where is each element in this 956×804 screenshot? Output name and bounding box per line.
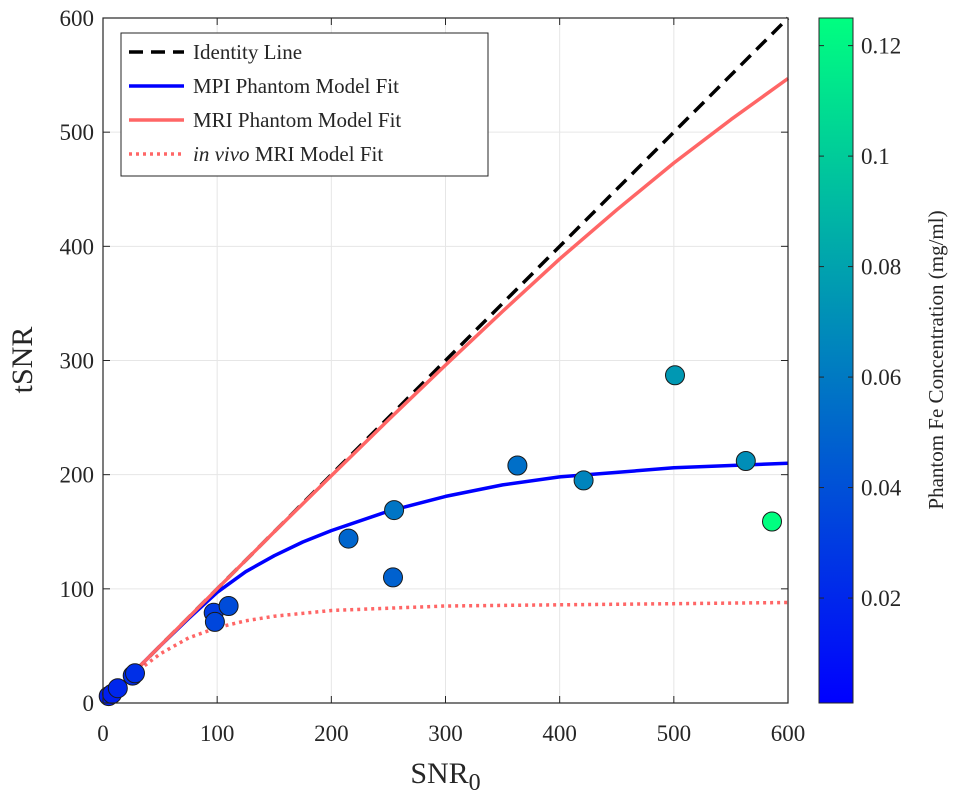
legend-label-italic-prefix: in vivo xyxy=(193,142,250,166)
data-point xyxy=(204,611,225,632)
colorbar-tick-label: 0.1 xyxy=(861,144,890,169)
x-axis-ticks: 0 100 200 300 400 500 600 xyxy=(97,18,805,746)
legend-box xyxy=(120,32,489,177)
x-tick-label: 600 xyxy=(771,721,806,746)
data-point xyxy=(384,500,405,521)
x-tick-label: 200 xyxy=(314,721,349,746)
colorbar-tick-label: 0.02 xyxy=(861,586,901,611)
legend-label-mri: MRI Phantom Model Fit xyxy=(193,108,401,132)
legend-label-rest: MRI Model Fit xyxy=(250,142,384,166)
x-tick-label: 500 xyxy=(657,721,692,746)
colorbar-tick-label: 0.04 xyxy=(861,476,902,501)
legend-label-invivo: in vivo MRI Model Fit xyxy=(193,142,383,166)
legend-label-mpi: MPI Phantom Model Fit xyxy=(193,74,399,98)
legend-label-identity: Identity Line xyxy=(193,40,302,64)
y-tick-label: 500 xyxy=(60,120,95,145)
colorbar-tick-label: 0.12 xyxy=(861,34,901,59)
data-point xyxy=(218,596,239,616)
colorbar-ticks: 0.02 0.04 0.06 0.08 0.1 0.12 xyxy=(819,34,902,611)
y-tick-label: 100 xyxy=(60,577,95,602)
colorbar-tick-label: 0.08 xyxy=(861,255,901,280)
data-point xyxy=(665,365,685,386)
y-tick-label: 200 xyxy=(60,463,95,488)
data-point xyxy=(338,528,359,549)
data-point xyxy=(507,455,528,476)
x-tick-label: 0 xyxy=(97,721,109,746)
data-point xyxy=(383,567,403,588)
data-point xyxy=(125,663,145,684)
mri-fit-line xyxy=(101,77,790,705)
y-tick-label: 0 xyxy=(83,691,95,716)
x-tick-label: 300 xyxy=(428,721,463,746)
colorbar: 0.02 0.04 0.06 0.08 0.1 0.12 Phantom Fe Conce… xyxy=(818,17,948,704)
colorbar-label: Phantom Fe Concentration (mg/ml) xyxy=(924,210,948,509)
data-point xyxy=(107,678,128,699)
data-point xyxy=(735,451,756,471)
fit-curves xyxy=(101,16,790,705)
x-tick-label: 400 xyxy=(542,721,577,746)
y-axis-label: tSNR xyxy=(6,327,39,394)
y-tick-label: 600 xyxy=(60,6,95,31)
x-axis-label: SNR0 xyxy=(410,757,480,796)
data-point xyxy=(573,470,594,491)
colorbar-gradient xyxy=(818,17,854,704)
data-point xyxy=(762,511,782,532)
data-points xyxy=(98,365,782,707)
legend: Identity Line MPI Phantom Model Fit MRI Ph… xyxy=(120,32,489,177)
y-tick-label: 400 xyxy=(60,234,95,259)
x-tick-label: 100 xyxy=(200,721,235,746)
y-axis-ticks: 0 100 200 300 400 500 600 xyxy=(60,6,788,716)
colorbar-tick-label: 0.06 xyxy=(861,365,901,390)
invivo-fit-line xyxy=(101,600,789,705)
y-tick-label: 300 xyxy=(60,349,95,374)
x-axis-label-subscript: 0 xyxy=(469,770,481,796)
